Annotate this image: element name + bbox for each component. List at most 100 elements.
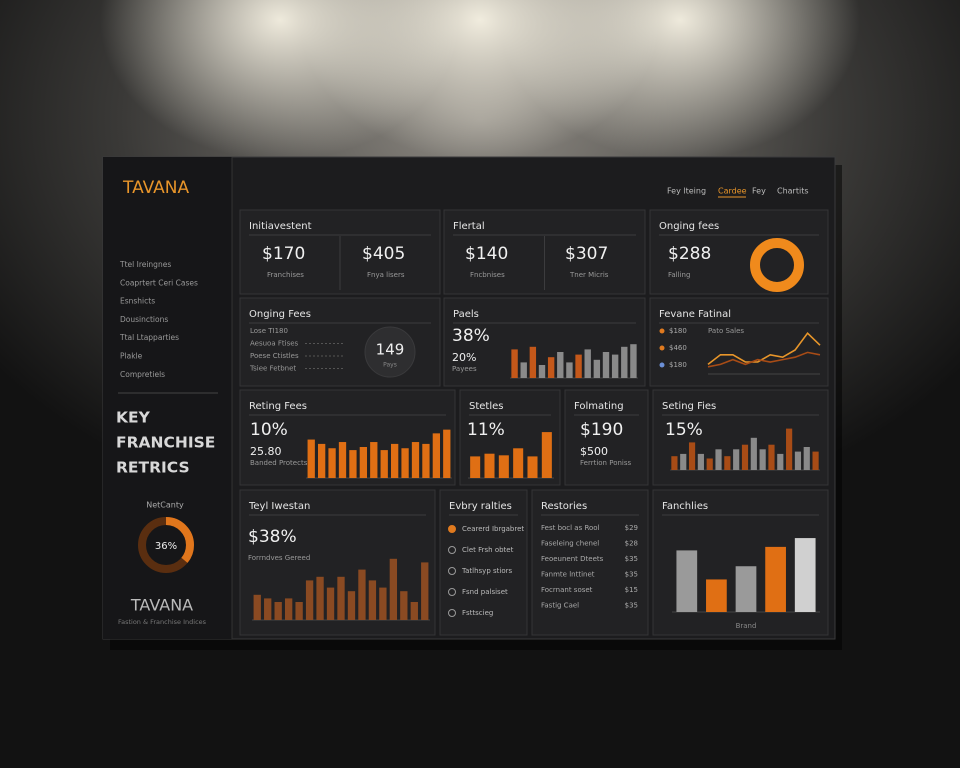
card-title: Evbry ralties [449, 501, 512, 512]
bar [307, 439, 315, 478]
nav-item[interactable]: Fey lteing [667, 187, 706, 196]
nav-item[interactable]: Cardee [718, 187, 747, 196]
bar [317, 443, 326, 478]
stat-label: Fncbnises [470, 271, 505, 279]
bar [575, 354, 582, 378]
card [439, 489, 528, 636]
menu-item[interactable]: Ttal Ltapparties [119, 333, 179, 342]
bar [520, 362, 527, 378]
menu-item[interactable]: Ttel Ireingnes [119, 260, 171, 269]
line-series [707, 331, 821, 366]
stat-label: Ferrtion Poniss [580, 459, 631, 467]
card-title: Onging Fees [249, 309, 311, 320]
bar [401, 448, 409, 478]
card-title: Fevane Fatinal [659, 309, 731, 320]
stat-label: Banded Protects [250, 459, 308, 467]
stat-value: $190 [580, 420, 623, 440]
bar [484, 453, 495, 478]
donut-arc [750, 238, 804, 292]
donut-title: NetCanty [146, 501, 184, 510]
bar [349, 450, 357, 478]
nav-item[interactable]: Chartits [777, 187, 809, 196]
row-value: $15 [625, 586, 638, 594]
row-label: Faseleing chenel [541, 540, 599, 548]
chart-sublabel: Pato Sales [708, 327, 744, 335]
stat-value: 15% [665, 420, 703, 440]
bar [724, 456, 731, 470]
card [649, 297, 829, 387]
bar [529, 346, 537, 378]
stat-value: $500 [580, 445, 608, 458]
menu-item[interactable]: Compretiels [120, 370, 165, 379]
stat-value: $405 [362, 244, 405, 264]
bar [676, 550, 698, 612]
bar [812, 451, 819, 470]
bar [611, 354, 619, 378]
row-label: Fest bocl as Rool [541, 524, 600, 532]
donut-arc [138, 517, 194, 573]
bar [338, 442, 347, 478]
bar [379, 587, 387, 620]
bar [794, 451, 802, 470]
x-label: Brand [736, 622, 757, 630]
heading: FRANCHISE [116, 434, 215, 452]
bar [527, 456, 538, 478]
info-line: Poese Ctistles [250, 352, 299, 360]
gauge-label: Pays [383, 362, 397, 369]
card-title: Seting Fies [662, 401, 716, 412]
stat-label: Franchises [267, 271, 304, 279]
card-title: Flertal [453, 221, 485, 232]
bar [621, 346, 628, 378]
stat-value: $38% [248, 527, 297, 547]
stat-value: $288 [668, 244, 711, 264]
menu-item[interactable]: Coaprtert Ceri Cases [120, 278, 198, 287]
item-icon [448, 588, 456, 596]
bar [733, 449, 740, 470]
legend-label: $180 [669, 327, 687, 335]
menu-item[interactable]: Plakle [120, 352, 143, 361]
menu-item[interactable]: Dousinctions [120, 315, 168, 324]
info-line: Lose TI180 [250, 327, 288, 335]
bar [759, 449, 766, 470]
brand: TAVANA [122, 178, 189, 198]
bar [602, 352, 610, 378]
item-icon [448, 609, 456, 617]
stat-value: 11% [467, 420, 505, 440]
stat-value: 25.80 [250, 445, 282, 458]
footer-text: Fastion & Franchise Indices [118, 618, 207, 626]
bar [326, 587, 335, 620]
heading: KEY [116, 409, 151, 427]
card [564, 389, 649, 486]
bar [593, 359, 601, 378]
stat-value: 20% [452, 351, 476, 364]
card-title: Stetles [469, 401, 503, 412]
bar [370, 442, 378, 478]
bar [630, 344, 637, 378]
row-value: $29 [625, 524, 638, 532]
row-label: Fanmte lnttinet [541, 571, 595, 579]
bar [368, 580, 377, 620]
bar [803, 447, 810, 470]
bar [411, 442, 420, 478]
bar [305, 580, 314, 620]
bar [264, 598, 272, 620]
row-label: Fastig Cael [541, 602, 579, 610]
nav-item[interactable]: Fey [752, 187, 766, 196]
bar [470, 456, 481, 478]
stat-value: $140 [465, 244, 508, 264]
bar [316, 576, 324, 620]
stat-label: Tner Micris [569, 271, 609, 279]
bar [680, 453, 687, 470]
bar [715, 449, 722, 470]
bar [566, 362, 573, 378]
bar [432, 433, 441, 478]
menu-item[interactable]: Esnshicts [120, 297, 155, 306]
bar [768, 444, 775, 470]
list-item: Clet Frsh obtet [462, 546, 514, 554]
legend-swatch [659, 345, 665, 351]
list-item: Fsnd palsiset [462, 588, 508, 596]
row-label: Focrnant soset [541, 586, 593, 594]
card-title: Onging fees [659, 221, 719, 232]
gauge-value: 149 [376, 341, 405, 359]
